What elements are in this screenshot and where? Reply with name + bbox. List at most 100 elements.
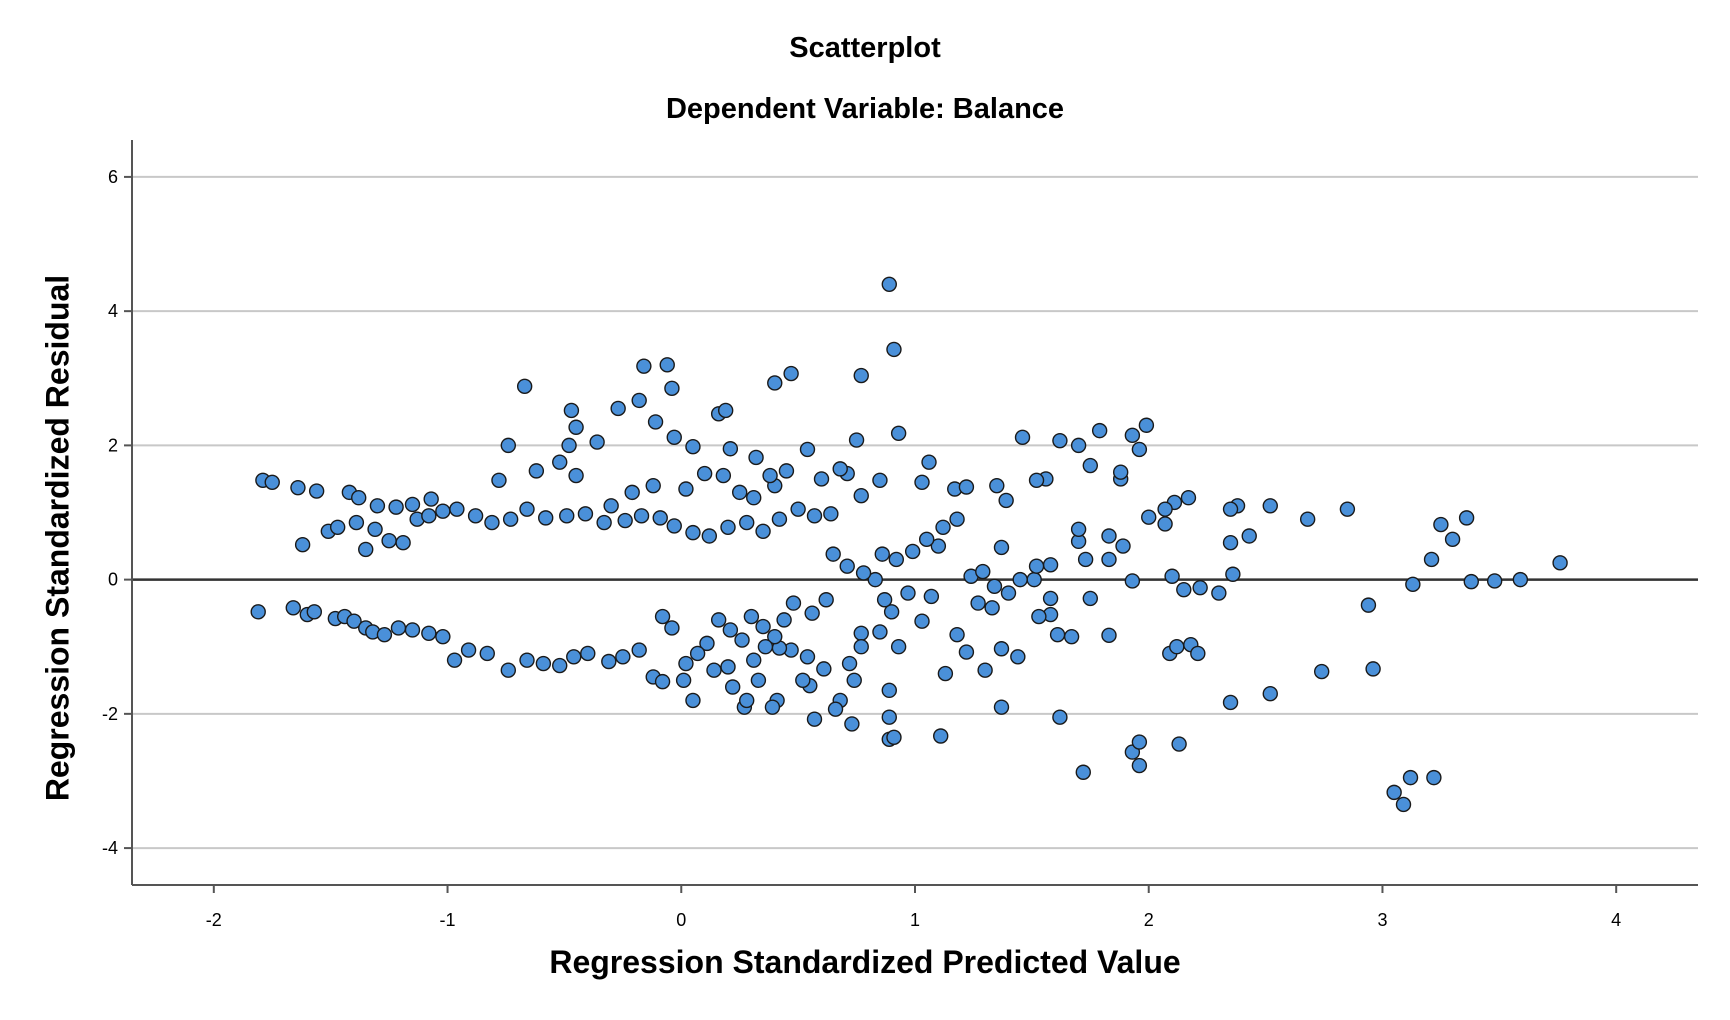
scatter-point xyxy=(755,618,771,635)
scatter-point xyxy=(596,514,612,531)
scatter-point xyxy=(720,659,736,675)
scatter-point xyxy=(783,365,799,382)
scatter-point xyxy=(918,531,935,548)
scatter-point xyxy=(329,519,346,535)
scatter-point xyxy=(816,661,832,677)
scatter-point xyxy=(717,402,734,419)
scatter-point xyxy=(1463,573,1479,590)
scatter-point xyxy=(421,625,437,642)
scatter-point xyxy=(1082,457,1098,474)
scatter-point xyxy=(799,649,816,665)
x-tick-label: 1 xyxy=(910,910,920,930)
scatter-point xyxy=(883,604,900,620)
scatter-point xyxy=(636,358,652,374)
scatter-point xyxy=(1042,557,1059,573)
scatter-point xyxy=(764,699,781,715)
scatter-point xyxy=(699,635,715,652)
scatter-point xyxy=(848,432,865,448)
y-tick-label: -4 xyxy=(102,838,118,858)
scatter-point xyxy=(479,645,495,662)
chart-title: Scatterplot xyxy=(789,32,941,64)
x-tick-label: 3 xyxy=(1377,910,1387,930)
scatter-point xyxy=(685,692,701,709)
tick-labels: -4 -2 0 2 4 6 -2 -1 0 1 2 3 4 xyxy=(102,167,1621,930)
scatter-point xyxy=(603,498,619,514)
scatter-point xyxy=(664,380,680,397)
scatter-point xyxy=(933,728,949,744)
scatter-point xyxy=(381,532,397,549)
scatter-point xyxy=(823,506,839,522)
scatter-point xyxy=(914,474,930,490)
scatter-point xyxy=(1131,757,1148,774)
y-axis-label: Regression Standardized Residual xyxy=(39,274,76,802)
scatter-point xyxy=(659,357,675,373)
x-tick-label: 4 xyxy=(1611,910,1621,930)
scatter-point xyxy=(1070,437,1087,454)
scatter-point xyxy=(610,400,626,417)
scatter-point xyxy=(1124,573,1141,589)
scatter-point xyxy=(395,535,411,551)
scatter-point xyxy=(617,512,633,529)
scatter-point xyxy=(1512,571,1529,588)
scatter-point xyxy=(435,628,451,645)
scatter-point xyxy=(460,642,477,658)
scatter-point xyxy=(580,645,596,662)
scatter-point xyxy=(1222,535,1239,551)
scatter-point xyxy=(1124,427,1141,444)
scatter-point xyxy=(767,628,783,645)
scatter-point xyxy=(914,613,930,629)
scatter-point xyxy=(1077,551,1094,568)
scatter-point xyxy=(853,625,869,642)
scatter-point xyxy=(724,679,741,695)
scatter-point xyxy=(1180,490,1197,506)
scatter-point xyxy=(825,546,841,562)
scatter-point xyxy=(886,341,902,358)
scatter-point xyxy=(678,655,694,672)
scatter-point xyxy=(958,644,975,660)
scatter-point xyxy=(734,632,750,648)
scatter-point xyxy=(1157,501,1173,517)
y-tick-label: 4 xyxy=(108,301,118,321)
scatter-point xyxy=(743,608,760,625)
scatter-point xyxy=(1222,501,1239,517)
scatter-point xyxy=(722,622,739,638)
scatter-point xyxy=(678,481,694,497)
axes xyxy=(124,140,1698,893)
scatter-point xyxy=(970,595,986,611)
scatter-point xyxy=(647,414,664,430)
scatter-point xyxy=(839,558,855,574)
scatter-point xyxy=(552,657,568,674)
scatter-point xyxy=(390,620,407,636)
scatter-point xyxy=(935,519,951,535)
x-tick-label: 2 xyxy=(1144,910,1154,930)
scatter-point xyxy=(685,439,701,455)
scatter-point xyxy=(1552,555,1568,571)
scatter-point xyxy=(654,673,671,690)
scatter-point xyxy=(1101,627,1117,644)
scatter-point xyxy=(502,511,519,527)
scatter-point xyxy=(1423,551,1440,568)
scatter-point xyxy=(1112,464,1129,480)
scatter-point xyxy=(696,465,713,482)
scatter-point xyxy=(1405,576,1421,593)
scatter-point xyxy=(1028,472,1045,488)
scatter-point xyxy=(1486,573,1503,589)
scatter-point xyxy=(519,501,535,517)
scatter-point xyxy=(710,612,727,628)
scatter-point xyxy=(874,546,890,562)
scatter-point xyxy=(1049,626,1066,643)
scatter-point xyxy=(846,672,862,688)
scatter-point xyxy=(685,524,701,541)
scatter-point xyxy=(881,276,897,293)
scatter-point xyxy=(1115,538,1131,554)
scatter-point xyxy=(351,490,367,506)
scatter-point xyxy=(1402,769,1419,786)
scatter-point xyxy=(1225,566,1241,582)
scatter-point xyxy=(888,551,905,568)
scatter-point xyxy=(872,624,888,640)
scatter-point xyxy=(519,652,535,668)
scatter-point xyxy=(1131,441,1148,458)
scatter-point xyxy=(467,508,484,524)
scatter-point xyxy=(1052,432,1068,449)
